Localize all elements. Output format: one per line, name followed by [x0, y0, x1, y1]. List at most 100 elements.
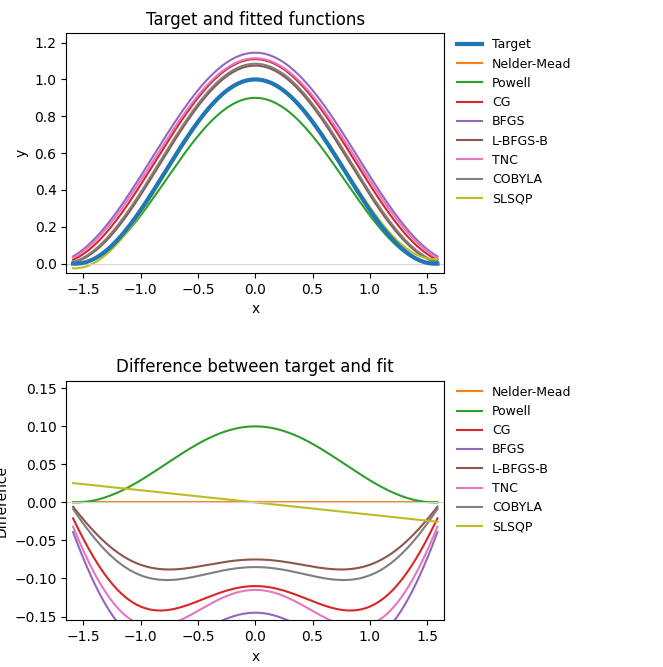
- BFGS: [154, 642, 162, 650]
- TNC: [353, 623, 361, 631]
- Nelder-Mead: [107, 243, 115, 251]
- TNC: [69, 253, 77, 261]
- TNC: [360, 167, 368, 175]
- Title: Target and fitted functions: Target and fitted functions: [146, 11, 365, 29]
- Powell: [361, 204, 369, 212]
- SLSQP: [252, 75, 260, 83]
- SLSQP: [70, 264, 78, 272]
- CG: [434, 255, 442, 263]
- CG: [346, 606, 354, 614]
- BFGS: [106, 217, 114, 225]
- Target: [107, 243, 115, 251]
- TNC: [229, 60, 237, 68]
- SLSQP: [216, 495, 224, 503]
- BFGS: [216, 63, 224, 71]
- BFGS: [360, 163, 368, 171]
- COBYLA: [320, 115, 328, 123]
- L-BFGS-B: [69, 503, 77, 511]
- Powell: [230, 425, 238, 433]
- COBYLA: [360, 179, 368, 187]
- TNC: [106, 219, 114, 227]
- CG: [251, 55, 259, 63]
- Line: SLSQP: SLSQP: [73, 79, 438, 268]
- CG: [69, 514, 77, 522]
- Nelder-Mead: [217, 91, 225, 99]
- L-BFGS-B: [230, 557, 238, 565]
- Powell: [320, 147, 328, 155]
- Nelder-Mead: [72, 259, 80, 267]
- CG: [106, 578, 114, 586]
- Powell: [69, 259, 77, 267]
- BFGS: [217, 617, 225, 625]
- BFGS: [69, 528, 77, 536]
- TNC: [216, 69, 224, 77]
- BFGS: [251, 49, 259, 57]
- Y-axis label: y: y: [15, 149, 29, 157]
- CG: [216, 70, 224, 78]
- SLSQP: [107, 247, 115, 255]
- SLSQP: [69, 479, 77, 487]
- TNC: [106, 595, 114, 603]
- Target: [320, 134, 328, 142]
- L-BFGS-B: [360, 182, 368, 190]
- Nelder-Mead: [216, 498, 224, 506]
- Powell: [69, 498, 77, 506]
- Nelder-Mead: [251, 75, 259, 83]
- SLSQP: [320, 506, 328, 514]
- SLSQP: [229, 496, 237, 504]
- Powell: [107, 245, 115, 253]
- BFGS: [69, 252, 77, 260]
- Line: SLSQP: SLSQP: [73, 483, 438, 522]
- COBYLA: [353, 169, 361, 177]
- Powell: [354, 195, 362, 203]
- BFGS: [434, 252, 442, 260]
- Nelder-Mead: [360, 498, 368, 506]
- CG: [353, 606, 361, 614]
- Nelder-Mead: [434, 259, 442, 267]
- TNC: [353, 157, 361, 165]
- Target: [361, 198, 369, 206]
- SLSQP: [354, 185, 362, 193]
- CG: [229, 585, 237, 593]
- Nelder-Mead: [434, 498, 442, 506]
- COBYLA: [217, 567, 225, 575]
- Nelder-Mead: [320, 134, 328, 142]
- Y-axis label: Difference: Difference: [0, 464, 9, 536]
- Line: L-BFGS-B: L-BFGS-B: [73, 65, 438, 263]
- Powell: [107, 492, 115, 500]
- Line: Powell: Powell: [73, 98, 438, 263]
- Powell: [217, 109, 225, 117]
- CG: [360, 171, 368, 179]
- CG: [69, 255, 77, 263]
- CG: [360, 604, 368, 612]
- SLSQP: [106, 483, 114, 491]
- L-BFGS-B: [251, 61, 259, 69]
- Line: L-BFGS-B: L-BFGS-B: [73, 507, 438, 570]
- L-BFGS-B: [360, 562, 368, 570]
- TNC: [434, 253, 442, 261]
- L-BFGS-B: [217, 558, 225, 566]
- L-BFGS-B: [353, 171, 361, 179]
- Nelder-Mead: [69, 259, 77, 267]
- TNC: [360, 622, 368, 630]
- COBYLA: [353, 575, 361, 583]
- X-axis label: x: x: [251, 302, 259, 316]
- L-BFGS-B: [165, 566, 173, 574]
- Line: BFGS: BFGS: [73, 532, 438, 646]
- SLSQP: [69, 264, 77, 272]
- Powell: [251, 94, 259, 102]
- CG: [434, 514, 442, 522]
- COBYLA: [320, 574, 328, 582]
- CG: [216, 588, 224, 596]
- TNC: [251, 54, 259, 62]
- Nelder-Mead: [230, 82, 238, 90]
- COBYLA: [229, 66, 237, 74]
- Target: [354, 188, 362, 196]
- X-axis label: x: x: [251, 650, 259, 664]
- BFGS: [229, 55, 237, 63]
- Line: Target: Target: [73, 79, 438, 263]
- L-BFGS-B: [320, 118, 328, 126]
- COBYLA: [434, 505, 442, 513]
- Nelder-Mead: [353, 498, 361, 506]
- L-BFGS-B: [353, 564, 361, 572]
